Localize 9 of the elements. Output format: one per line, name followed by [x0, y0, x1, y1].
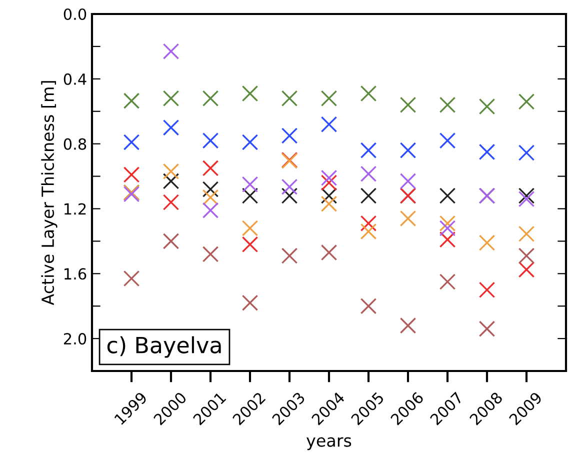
annotation: c) Bayelva [107, 336, 221, 358]
x-axis-title: years [306, 437, 352, 450]
y-axis-title: Active Layer Thickness [m] [41, 81, 58, 306]
y-tick-label: 1.6 [64, 268, 86, 280]
y-tick-label: 0.0 [64, 8, 86, 20]
y-tick-label: 0.4 [64, 73, 86, 85]
y-tick-label: 2.0 [64, 333, 86, 345]
y-tick-label: 1.2 [64, 203, 86, 215]
y-tick-label: 0.8 [64, 138, 86, 150]
